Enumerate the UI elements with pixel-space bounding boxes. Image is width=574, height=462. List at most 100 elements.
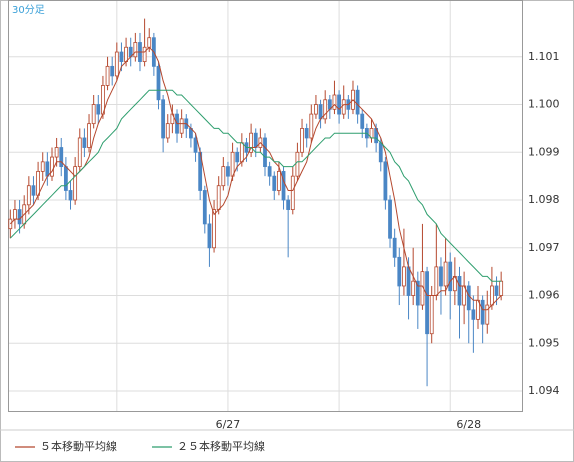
candle-body [295, 151, 300, 177]
candle-body [235, 151, 240, 163]
y-tick-label: 1.101 [528, 50, 560, 63]
legend-label: ２５本移動平均線 [177, 439, 265, 453]
ma-line [9, 89, 502, 282]
candle-body [406, 266, 411, 296]
candle-body [286, 199, 291, 210]
candle-body [13, 209, 17, 220]
x-tick-label: 6/27 [216, 418, 241, 431]
candle-body [63, 166, 68, 191]
candle-body [263, 137, 267, 168]
candle-body [281, 170, 286, 201]
candle-body [434, 266, 439, 296]
candle-body [207, 223, 212, 249]
candle-body [54, 147, 59, 158]
candle-body [290, 175, 295, 210]
candle-body [216, 185, 221, 210]
candle-body [77, 137, 82, 168]
candle-body [415, 280, 420, 306]
candle-body [40, 161, 45, 172]
candle-body [337, 94, 341, 115]
candle-body [96, 104, 101, 115]
candle-body [318, 104, 323, 120]
candle-body [221, 166, 226, 187]
candle-body [309, 113, 314, 139]
y-tick-label: 1.097 [528, 241, 560, 254]
candle-body [239, 142, 244, 163]
candle-body [110, 65, 115, 77]
candle-body [443, 261, 448, 287]
candle-body [392, 237, 397, 258]
candle-body [31, 185, 36, 196]
candle-body [119, 51, 124, 62]
candle-body [304, 128, 309, 139]
candle-body [50, 156, 54, 177]
candle-body [388, 199, 392, 239]
candle-body [249, 132, 254, 153]
candle-body [161, 99, 166, 139]
candle-body [332, 94, 337, 110]
candle-body [355, 89, 360, 115]
candle-body [383, 161, 388, 201]
candle-body [230, 151, 235, 177]
candle-body [202, 190, 207, 225]
candle-body [253, 132, 258, 148]
candle-body [17, 209, 22, 225]
candle-body [490, 285, 494, 306]
candle-body [147, 37, 152, 48]
candle-body [485, 304, 490, 325]
candle-body [26, 185, 31, 206]
candle-body [267, 166, 272, 177]
candle-body [124, 46, 128, 62]
y-tick-label: 1.095 [528, 336, 560, 349]
candle-body [82, 137, 87, 148]
y-tick-label: 1.100 [528, 98, 560, 111]
candle-body [360, 113, 365, 129]
candle-body [300, 128, 304, 153]
candle-body [494, 285, 499, 296]
candle-body [142, 46, 147, 62]
plot-frame [8, 0, 523, 412]
candle-body [402, 266, 406, 287]
candle-body [87, 123, 91, 148]
x-tick-label: 6/28 [456, 418, 481, 431]
candle-body [193, 137, 198, 153]
candle-body [457, 276, 462, 306]
candle-body [411, 280, 416, 296]
candle-body [276, 170, 281, 191]
candle-body [439, 266, 443, 287]
candle-body [156, 65, 161, 101]
candle-body [226, 166, 230, 177]
y-tick-label: 1.099 [528, 145, 560, 158]
candle-body [36, 170, 40, 196]
y-tick-label: 1.098 [528, 193, 560, 206]
candle-body [425, 271, 429, 335]
y-tick-label: 1.094 [528, 384, 560, 397]
candle-body [429, 295, 434, 335]
candle-body [91, 104, 96, 125]
candle-body [480, 299, 485, 325]
candle-body [45, 161, 50, 177]
y-tick-label: 1.096 [528, 289, 560, 302]
candle-body [378, 142, 383, 163]
candle-body [105, 65, 110, 86]
candle-body [179, 118, 184, 134]
candle-body [499, 280, 504, 296]
candle-body [133, 42, 138, 58]
candle-body [59, 147, 64, 168]
candle-body [323, 99, 328, 120]
candle-body [165, 123, 170, 139]
candle-body [212, 209, 216, 249]
candle-body [73, 166, 78, 201]
candle-body [114, 51, 119, 77]
candle-body [314, 104, 318, 115]
chart-title: 30分足 [12, 4, 45, 16]
candle-body [471, 309, 476, 320]
candle-body [272, 175, 277, 191]
candle-body [68, 190, 73, 201]
legend-label: ５本移動平均線 [40, 439, 117, 453]
ma-line [9, 46, 502, 311]
candle-body [341, 99, 346, 115]
candle-body [397, 256, 402, 287]
